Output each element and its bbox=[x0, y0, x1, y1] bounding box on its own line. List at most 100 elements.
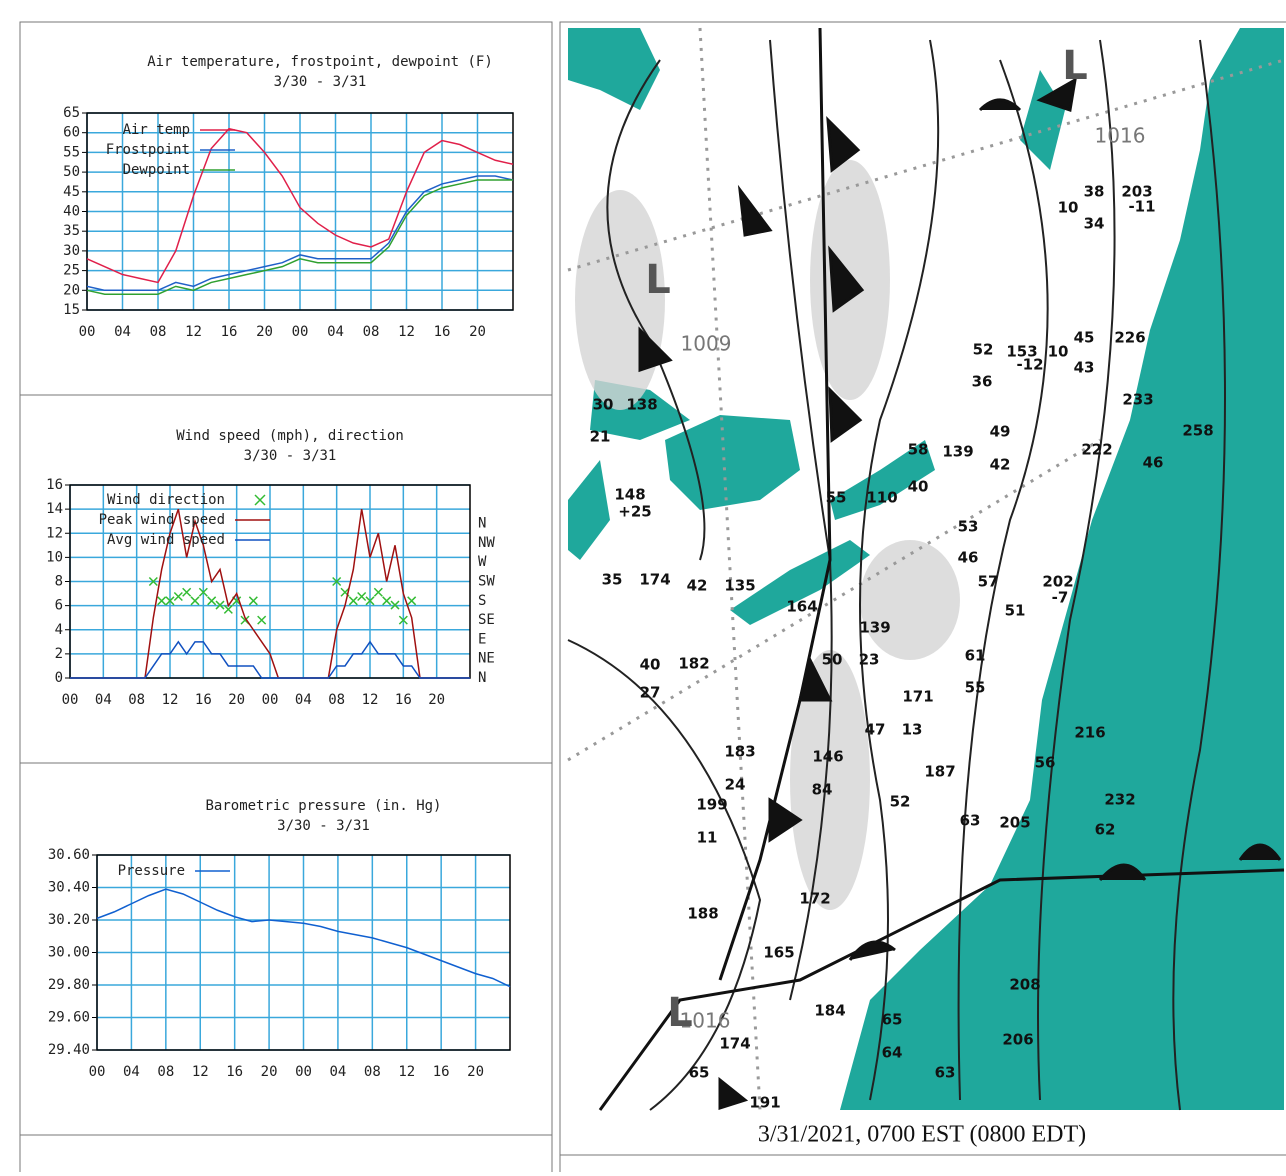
y-tick-label: 30.20 bbox=[48, 912, 90, 928]
station-value: 35 bbox=[602, 571, 623, 589]
y-tick-label: 15 bbox=[63, 302, 80, 318]
y2-tick-label: W bbox=[478, 554, 487, 570]
y-tick-label: 35 bbox=[63, 223, 80, 239]
x-tick-label: 16 bbox=[395, 692, 412, 708]
x-tick-label: 16 bbox=[433, 1064, 450, 1080]
station-value: 47 bbox=[865, 721, 886, 739]
x-tick-label: 04 bbox=[295, 692, 312, 708]
station-value: 216 bbox=[1074, 724, 1105, 742]
y-tick-label: 20 bbox=[63, 282, 80, 298]
station-value: 139 bbox=[942, 443, 973, 461]
legend-label: Wind direction bbox=[107, 492, 225, 508]
station-value: 187 bbox=[924, 763, 955, 781]
station-value: 24 bbox=[725, 776, 746, 794]
station-value: 49 bbox=[990, 423, 1011, 441]
station-value: 110 bbox=[866, 489, 897, 507]
chart-title: Barometric pressure (in. Hg) bbox=[205, 798, 441, 814]
station-value: 46 bbox=[958, 549, 979, 567]
x-tick-label: 12 bbox=[185, 324, 202, 340]
station-value: 171 bbox=[902, 688, 933, 706]
direction-marker bbox=[374, 588, 382, 596]
station-value: 34 bbox=[1084, 215, 1105, 233]
chart-subtitle: 3/30 - 3/31 bbox=[244, 448, 337, 464]
low-label: L bbox=[667, 990, 693, 1036]
x-tick-label: 04 bbox=[114, 324, 131, 340]
station-value: 146 bbox=[812, 748, 843, 766]
chart-subtitle: 3/30 - 3/31 bbox=[274, 74, 367, 90]
x-tick-label: 20 bbox=[261, 1064, 278, 1080]
y-tick-label: 10 bbox=[46, 549, 63, 565]
x-tick-label: 12 bbox=[192, 1064, 209, 1080]
y-tick-label: 30.40 bbox=[48, 880, 90, 896]
station-value: 205 bbox=[999, 814, 1030, 832]
station-value: 50 bbox=[822, 651, 843, 669]
x-tick-label: 04 bbox=[329, 1064, 346, 1080]
station-value: -7 bbox=[1052, 589, 1069, 607]
y2-tick-label: SW bbox=[478, 574, 495, 590]
x-tick-label: 12 bbox=[398, 1064, 415, 1080]
station-value: 23 bbox=[859, 651, 880, 669]
x-tick-label: 00 bbox=[89, 1064, 106, 1080]
y-tick-label: 60 bbox=[63, 125, 80, 141]
station-value: 65 bbox=[882, 1011, 903, 1029]
station-value: 56 bbox=[1035, 754, 1056, 772]
station-value: 206 bbox=[1002, 1031, 1033, 1049]
station-value: 183 bbox=[724, 743, 755, 761]
station-value: 38 bbox=[1084, 183, 1105, 201]
station-value: 55 bbox=[965, 679, 986, 697]
chart-title: Air temperature, frostpoint, dewpoint (F… bbox=[147, 54, 493, 70]
station-value: 174 bbox=[639, 571, 670, 589]
station-value: 55 bbox=[826, 489, 847, 507]
legend-label: Dewpoint bbox=[123, 162, 190, 178]
station-value: -12 bbox=[1016, 356, 1043, 374]
chart-title: Wind speed (mph), direction bbox=[176, 428, 404, 444]
station-value: 40 bbox=[908, 478, 929, 496]
station-value: 208 bbox=[1009, 976, 1040, 994]
y-tick-label: 50 bbox=[63, 164, 80, 180]
station-value: 232 bbox=[1104, 791, 1135, 809]
x-tick-label: 16 bbox=[434, 324, 451, 340]
station-value: 174 bbox=[719, 1035, 750, 1053]
direction-marker bbox=[183, 588, 191, 596]
y2-tick-label: SE bbox=[478, 612, 495, 628]
screen: 101610091016LLL1038203-11345215310452263… bbox=[0, 0, 1286, 1172]
station-value: 226 bbox=[1114, 329, 1145, 347]
page: 101610091016LLL1038203-11345215310452263… bbox=[0, 0, 1286, 1176]
direction-marker bbox=[158, 597, 166, 605]
direction-marker bbox=[191, 597, 199, 605]
station-value: 164 bbox=[786, 598, 817, 616]
station-value: 42 bbox=[687, 577, 708, 595]
direction-marker bbox=[408, 597, 416, 605]
x-tick-label: 08 bbox=[328, 692, 345, 708]
direction-marker bbox=[258, 616, 266, 624]
x-tick-label: 20 bbox=[469, 324, 486, 340]
station-value: 135 bbox=[724, 577, 755, 595]
station-value: 191 bbox=[749, 1094, 780, 1112]
station-value: 10 bbox=[1058, 199, 1079, 217]
y2-tick-label: N bbox=[478, 516, 486, 532]
y-tick-label: 65 bbox=[63, 105, 80, 121]
station-value: 46 bbox=[1143, 454, 1164, 472]
x-tick-label: 04 bbox=[123, 1064, 140, 1080]
direction-marker bbox=[174, 593, 182, 601]
station-value: 45 bbox=[1074, 329, 1095, 347]
x-tick-label: 12 bbox=[162, 692, 179, 708]
x-tick-label: 08 bbox=[150, 324, 167, 340]
station-value: 51 bbox=[1005, 602, 1026, 620]
station-value: 57 bbox=[978, 573, 999, 591]
precip-area bbox=[860, 540, 960, 660]
x-tick-label: 04 bbox=[327, 324, 344, 340]
y2-tick-label: N bbox=[478, 670, 486, 686]
direction-marker bbox=[249, 597, 257, 605]
station-value: 233 bbox=[1122, 391, 1153, 409]
legend-label: Peak wind speed bbox=[99, 512, 225, 528]
x-tick-label: 00 bbox=[295, 1064, 312, 1080]
isobar-label: 1016 bbox=[1095, 124, 1146, 148]
y2-tick-label: NW bbox=[478, 535, 495, 551]
y-tick-label: 29.40 bbox=[48, 1042, 90, 1058]
y-tick-label: 12 bbox=[46, 525, 63, 541]
x-tick-label: 20 bbox=[228, 692, 245, 708]
y-tick-label: 2 bbox=[55, 646, 63, 662]
station-value: 40 bbox=[640, 656, 661, 674]
legend-label: Frostpoint bbox=[106, 142, 190, 158]
